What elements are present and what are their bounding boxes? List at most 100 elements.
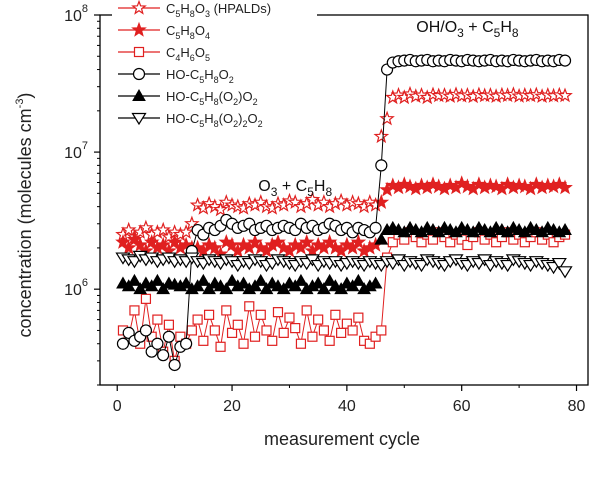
data-point — [180, 337, 193, 350]
series-0 — [115, 85, 573, 244]
text-part: HO-C — [166, 67, 199, 82]
data-point — [341, 318, 352, 329]
legend-item: C5H8O3 (HPALDs) — [118, 0, 271, 19]
data-point — [163, 319, 174, 330]
text-part: 8 — [512, 26, 519, 40]
data-point — [330, 309, 341, 320]
legend-label: HO-C5H8(O2)2O2 — [166, 111, 263, 129]
text-part: 5 — [205, 53, 210, 63]
text-part: + C — [464, 19, 494, 36]
text-part: + C — [277, 178, 307, 195]
data-point — [551, 257, 567, 271]
data-point — [192, 314, 203, 325]
x-axis-title: measurement cycle — [264, 429, 420, 449]
y-tick-exponent: 7 — [82, 140, 88, 152]
data-point — [336, 327, 347, 338]
data-point — [238, 338, 249, 349]
data-point — [249, 331, 261, 342]
text-part: O — [258, 178, 270, 195]
y-axis-title-exponent: -3 — [14, 99, 26, 109]
text-part: H — [180, 23, 189, 38]
data-point — [528, 176, 545, 192]
text-part: H — [204, 111, 213, 126]
data-point — [151, 337, 164, 350]
text-part: H — [314, 178, 326, 195]
text-part: C — [166, 1, 175, 16]
legend: C5H8O3 (HPALDs)C5H8O4C4H6O5HO-C5H8O2HO-C… — [112, 0, 317, 131]
data-point — [558, 223, 572, 236]
data-point — [373, 194, 390, 210]
data-point — [267, 335, 278, 346]
text-part: 5 — [307, 185, 314, 199]
text-part: 8 — [190, 31, 195, 41]
legend-item: HO-C5H8(O2)O2 — [118, 88, 258, 107]
legend-item: HO-C5H8(O2)2O2 — [118, 111, 263, 129]
data-point — [557, 87, 573, 103]
data-point — [126, 256, 143, 269]
y-tick-exponent: 8 — [82, 3, 88, 15]
data-point — [270, 233, 286, 249]
legend-marker — [133, 46, 145, 58]
text-part: 2 — [233, 119, 238, 129]
text-part: (HPALDs) — [210, 1, 271, 16]
text-part: (O — [219, 111, 233, 126]
data-point — [295, 338, 307, 349]
text-part: 5 — [199, 75, 204, 85]
data-point — [126, 231, 143, 247]
text-part: O — [195, 23, 205, 38]
legend-label: C4H6O5 — [166, 45, 210, 63]
legend-item: C5H8O4 — [118, 21, 210, 41]
data-point — [178, 224, 194, 239]
data-point — [196, 273, 211, 286]
data-point — [387, 237, 398, 248]
annotation: O3 + C5H8 — [258, 178, 332, 199]
data-point — [203, 309, 215, 320]
data-point — [184, 215, 200, 231]
text-part: O — [195, 1, 205, 16]
data-point — [298, 233, 315, 249]
text-part: 8 — [325, 185, 332, 199]
data-point — [373, 128, 390, 144]
data-point — [155, 236, 171, 252]
legend-label: HO-C5H8(O2)O2 — [166, 89, 258, 107]
legend-marker — [131, 0, 147, 15]
text-part: 6 — [190, 53, 195, 63]
data-point — [186, 325, 197, 336]
x-tick-label: 0 — [113, 398, 122, 415]
data-point — [307, 331, 318, 342]
data-point — [413, 259, 430, 273]
data-point — [157, 349, 170, 362]
data-point — [166, 233, 183, 249]
data-point — [284, 312, 295, 323]
data-point — [322, 273, 337, 286]
text-part: 2 — [253, 97, 258, 107]
data-point — [255, 309, 266, 320]
x-tick-label: 60 — [453, 398, 471, 415]
y-tick-label: 106 — [64, 277, 88, 299]
y-axis-title: concentration (molecules cm-3) — [14, 93, 35, 338]
legend-item: C4H6O5 — [118, 45, 210, 63]
data-point — [209, 325, 220, 336]
data-point — [212, 201, 229, 217]
data-point — [370, 331, 381, 342]
data-point — [351, 273, 366, 286]
y-tick-label: 108 — [64, 3, 88, 25]
y-tick-base: 10 — [64, 8, 82, 25]
data-point — [304, 191, 321, 207]
y-tick-exponent: 6 — [82, 277, 88, 289]
data-point — [376, 325, 387, 336]
legend-marker — [131, 112, 147, 126]
data-point — [244, 301, 255, 312]
text-part: 8 — [190, 9, 195, 19]
legend-background — [112, 1, 317, 131]
data-point — [416, 237, 427, 248]
data-point — [500, 259, 516, 273]
data-point — [206, 239, 223, 255]
text-part: )O — [238, 89, 252, 104]
text-part: 8 — [214, 97, 219, 107]
legend-marker — [132, 88, 146, 101]
data-point — [179, 276, 193, 289]
y-tick-base: 10 — [64, 145, 82, 162]
legend-item: HO-C5H8O2 — [118, 67, 234, 85]
